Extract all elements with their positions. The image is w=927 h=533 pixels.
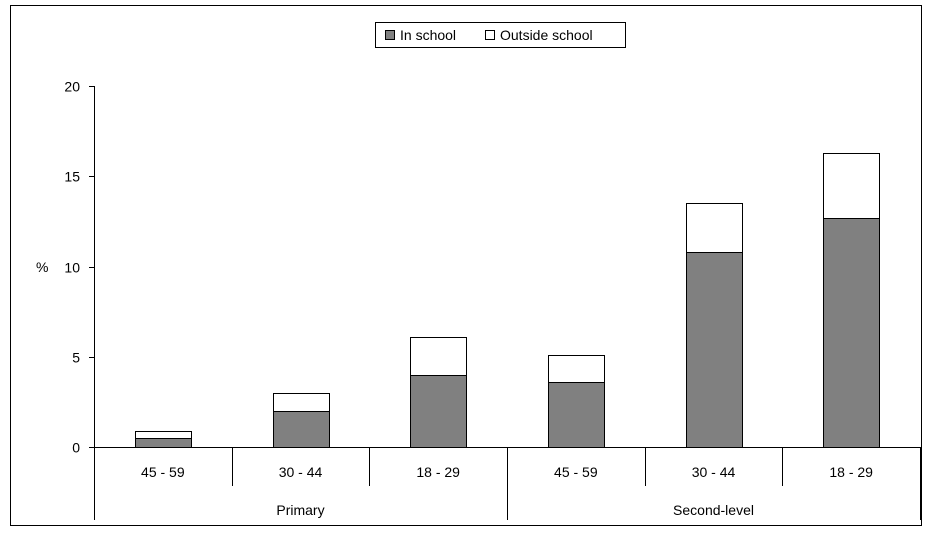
bar-in-school bbox=[273, 411, 330, 448]
x-tick-label: 18 - 29 bbox=[829, 464, 873, 480]
bar-in-school bbox=[135, 438, 192, 448]
y-tick-label: 15 bbox=[64, 169, 80, 185]
bar-outside-school bbox=[135, 431, 192, 439]
y-axis: 0 5 10 15 20 bbox=[64, 79, 95, 456]
x-group-label: Second-level bbox=[673, 502, 754, 518]
bar-outside-school bbox=[686, 203, 743, 253]
legend-swatch-in-school bbox=[385, 30, 395, 40]
bar-outside-school bbox=[823, 153, 880, 219]
y-axis-title: % bbox=[36, 259, 48, 275]
legend-swatch-outside-school bbox=[485, 30, 495, 40]
y-tick-label: 10 bbox=[64, 260, 80, 276]
x-axis: 45 - 59 30 - 44 18 - 29 45 - 59 30 - 44 18 - … bbox=[94, 447, 921, 520]
x-group-label: Primary bbox=[276, 502, 324, 518]
y-tick-label: 5 bbox=[72, 350, 80, 366]
bar-in-school bbox=[686, 252, 743, 448]
bar-outside-school bbox=[548, 355, 605, 383]
x-tick-label: 30 - 44 bbox=[279, 464, 323, 480]
legend-label-outside-school: Outside school bbox=[500, 27, 593, 43]
bar-in-school bbox=[548, 382, 605, 448]
legend: In school Outside school bbox=[375, 22, 626, 48]
bar-in-school bbox=[823, 218, 880, 448]
x-tick-label: 30 - 44 bbox=[692, 464, 736, 480]
x-tick-label: 45 - 59 bbox=[141, 464, 185, 480]
x-tick-label: 18 - 29 bbox=[416, 464, 460, 480]
y-tick-label: 20 bbox=[64, 79, 80, 95]
bar-outside-school bbox=[273, 393, 330, 412]
bar-outside-school bbox=[410, 337, 467, 376]
y-tick-label: 0 bbox=[72, 440, 80, 456]
legend-box bbox=[375, 22, 626, 48]
bars bbox=[135, 153, 880, 448]
legend-label-in-school: In school bbox=[400, 27, 456, 43]
bar-in-school bbox=[410, 375, 467, 448]
x-tick-label: 45 - 59 bbox=[554, 464, 598, 480]
